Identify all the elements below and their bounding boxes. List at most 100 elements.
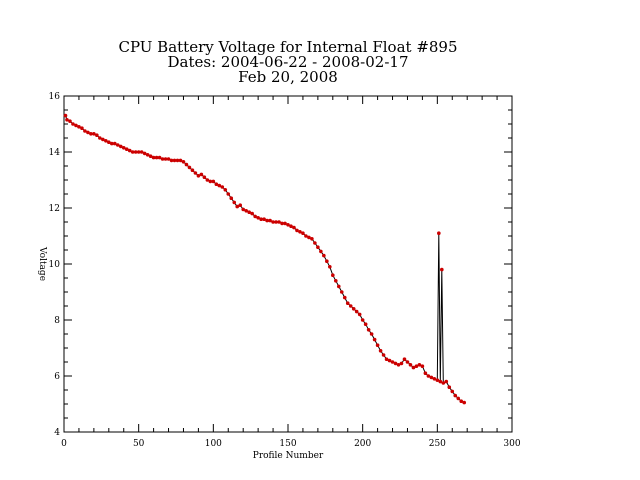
data-point — [193, 171, 198, 175]
data-point — [229, 196, 234, 200]
data-point — [375, 343, 380, 348]
y-tick-label: 14 — [49, 148, 61, 158]
data-point — [214, 182, 219, 186]
data-point — [402, 357, 407, 362]
data-point — [95, 133, 99, 137]
data-point — [405, 360, 410, 364]
data-point — [357, 312, 362, 317]
data-point — [265, 218, 269, 223]
x-axis-label: Profile Number — [253, 451, 324, 461]
data-point — [390, 360, 395, 364]
data-point — [292, 225, 296, 230]
data-point — [175, 158, 180, 163]
x-tick-label: 0 — [61, 439, 67, 449]
data-point — [130, 150, 135, 154]
data-point — [163, 157, 168, 161]
data-point — [429, 375, 434, 380]
data-point — [256, 216, 260, 220]
data-point — [226, 192, 231, 196]
data-point — [456, 396, 461, 401]
data-point — [462, 400, 467, 405]
data-point — [115, 143, 120, 147]
data-point — [127, 148, 132, 153]
data-point — [411, 365, 416, 370]
y-tick-label: 6 — [54, 372, 60, 382]
data-point — [238, 203, 243, 207]
data-point — [77, 125, 81, 129]
data-point — [345, 301, 350, 306]
data-point — [184, 162, 189, 167]
data-point — [121, 146, 126, 150]
data-point — [133, 150, 138, 154]
data-point — [354, 309, 359, 314]
data-point — [399, 361, 404, 366]
x-tick-label: 300 — [503, 439, 520, 449]
data-point — [202, 175, 207, 179]
data-point — [381, 353, 386, 357]
data-point — [166, 157, 171, 161]
x-tick-label: 200 — [354, 439, 371, 449]
data-point — [208, 179, 213, 184]
data-point — [408, 363, 413, 367]
data-point — [274, 220, 278, 224]
data-point — [333, 279, 338, 283]
x-tick-label: 100 — [205, 439, 222, 449]
data-point — [286, 223, 290, 227]
data-point — [366, 328, 371, 332]
data-point — [196, 174, 201, 178]
data-point — [151, 155, 156, 160]
data-point — [253, 214, 257, 219]
data-point — [190, 168, 195, 172]
data-point — [339, 290, 344, 294]
data-point — [331, 273, 335, 278]
data-point — [232, 200, 237, 205]
data-point — [348, 304, 353, 308]
data-point — [304, 234, 308, 238]
data-point — [89, 132, 93, 136]
data-point — [220, 185, 225, 189]
data-point — [393, 361, 398, 366]
data-point — [280, 221, 284, 226]
data-point — [301, 231, 305, 235]
data-point — [440, 267, 444, 272]
data-point — [336, 284, 341, 289]
data-point — [178, 158, 183, 163]
data-point — [447, 385, 452, 390]
y-tick-label: 8 — [54, 316, 60, 326]
chart-title-line-3: Feb 20, 2008 — [238, 68, 338, 86]
data-point — [71, 122, 75, 126]
data-point — [118, 144, 123, 149]
series-markers — [63, 113, 467, 405]
data-point — [328, 265, 332, 269]
data-point — [444, 379, 449, 384]
data-point — [142, 151, 147, 156]
x-tick-label: 150 — [279, 439, 296, 449]
data-point — [181, 160, 186, 164]
data-point — [217, 183, 222, 188]
data-point — [450, 389, 455, 394]
data-point — [63, 113, 68, 118]
data-point — [98, 136, 102, 140]
data-point — [319, 249, 323, 254]
axis-ticks — [63, 95, 513, 433]
data-point — [435, 378, 440, 383]
data-point — [65, 118, 69, 122]
data-point — [205, 178, 210, 182]
data-point — [342, 295, 347, 300]
data-point — [80, 126, 84, 130]
y-tick-label: 4 — [54, 428, 60, 438]
data-point — [247, 210, 251, 214]
data-point — [74, 123, 78, 128]
data-point — [136, 150, 141, 154]
data-point — [426, 374, 431, 378]
data-point — [145, 153, 150, 157]
data-point — [109, 141, 114, 146]
data-point — [160, 157, 165, 161]
data-point — [322, 253, 326, 258]
data-point — [289, 224, 293, 228]
data-point — [139, 150, 144, 154]
data-point — [378, 349, 383, 353]
y-axis-label: Voltage — [37, 246, 47, 281]
data-point — [437, 231, 441, 235]
